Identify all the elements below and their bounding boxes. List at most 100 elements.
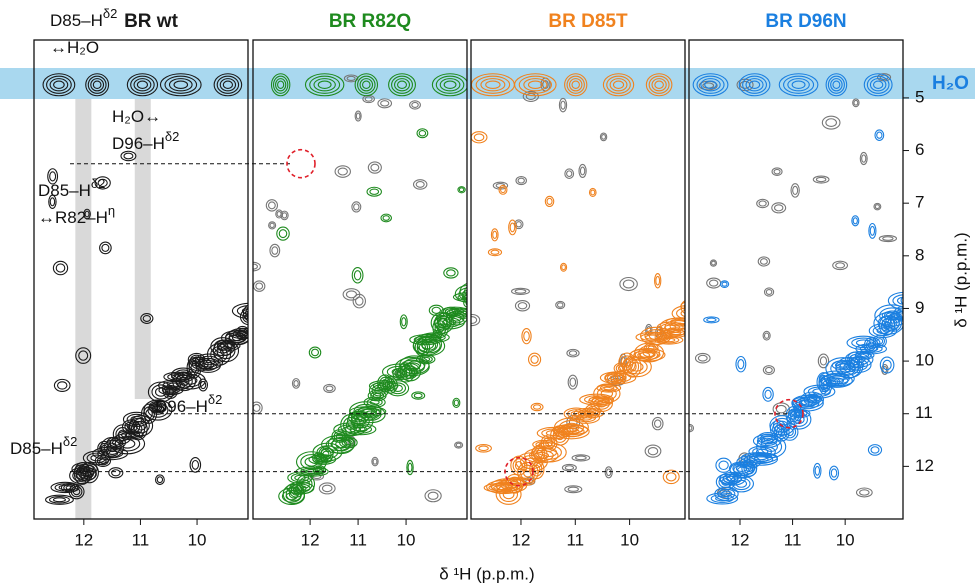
contour: [480, 273, 491, 278]
contour: [392, 384, 403, 393]
contour: [870, 446, 880, 454]
contour: [651, 416, 664, 431]
contour: [789, 412, 809, 427]
x-tick-label: 12: [74, 530, 93, 549]
contour: [813, 462, 822, 479]
contour: [418, 355, 433, 363]
contour: [478, 288, 484, 296]
contour: [129, 415, 154, 437]
contour: [235, 325, 248, 341]
contour: [259, 291, 276, 299]
contour: [773, 423, 790, 442]
contour: [321, 484, 333, 493]
contour: [253, 302, 276, 309]
contour: [711, 265, 732, 279]
contour: [706, 492, 739, 505]
contour: [588, 187, 597, 198]
contour: [308, 346, 322, 359]
contour: [418, 130, 427, 137]
contour: [312, 455, 333, 464]
contour: [857, 351, 872, 359]
contour: [579, 166, 586, 176]
contour: [806, 395, 820, 403]
contour: [468, 301, 475, 306]
contour: [406, 459, 414, 476]
contour: [342, 288, 361, 301]
annotation-sup: δ2: [165, 129, 179, 144]
contour: [739, 457, 758, 467]
contour: [432, 329, 443, 339]
contour: [189, 457, 202, 473]
contour: [280, 210, 289, 221]
contour: [773, 204, 784, 212]
contour: [316, 467, 323, 473]
contour: [366, 186, 382, 197]
contour: [533, 464, 541, 474]
panel-frame: [33, 39, 249, 520]
contour: [128, 417, 148, 441]
contour: [855, 487, 873, 498]
contour: [689, 304, 702, 308]
annotation-sup: δ2: [63, 434, 77, 449]
contour: [304, 73, 345, 97]
contour: [778, 73, 819, 97]
contour: [553, 423, 590, 440]
contour: [545, 439, 553, 448]
contour: [99, 241, 112, 255]
contour: [108, 467, 124, 479]
contour: [334, 165, 351, 178]
x-tick-label: 11: [349, 530, 367, 549]
contour: [531, 442, 567, 463]
contour: [718, 460, 729, 471]
contour: [781, 423, 799, 441]
contour: [213, 73, 243, 97]
contour: [669, 322, 685, 331]
contour: [353, 203, 360, 211]
contour: [369, 188, 380, 195]
contour: [456, 309, 467, 318]
x-tick-label: 11: [566, 530, 584, 549]
contour: [523, 331, 530, 342]
contour: [683, 303, 685, 311]
contour: [481, 282, 493, 295]
contour: [411, 101, 419, 108]
contour: [325, 385, 334, 392]
contour: [269, 222, 275, 229]
contour: [566, 348, 580, 358]
contour: [267, 294, 281, 300]
contour: [680, 309, 685, 317]
contour: [929, 278, 938, 288]
annotation-text: D85–H: [50, 11, 103, 30]
contour: [427, 491, 439, 500]
contour: [191, 459, 200, 470]
contour: [82, 464, 97, 481]
contour: [75, 466, 97, 481]
contour: [555, 300, 566, 310]
contour: [85, 467, 94, 478]
contour: [692, 310, 698, 318]
contour: [275, 78, 287, 92]
contour: [142, 314, 152, 322]
contour: [827, 75, 845, 94]
annotation-text: ↔R82–H: [38, 208, 108, 227]
contour: [463, 298, 467, 308]
contour: [593, 384, 621, 404]
contour: [253, 401, 263, 415]
contour: [130, 75, 155, 94]
contour: [800, 391, 825, 408]
contour: [424, 489, 442, 503]
contour: [457, 186, 466, 194]
panel-frame: [688, 39, 904, 520]
contour: [708, 279, 719, 287]
contour: [454, 307, 467, 319]
contour: [879, 356, 895, 374]
annotation-text: ↔H₂O: [50, 38, 99, 57]
contour: [710, 494, 734, 503]
contour: [455, 442, 462, 448]
annotation: D85–Hδ2: [10, 434, 77, 458]
contour: [136, 80, 149, 89]
contour: [281, 212, 288, 219]
contour: [486, 479, 523, 495]
annotation-sup: δ2: [91, 176, 105, 191]
contour: [48, 495, 70, 504]
